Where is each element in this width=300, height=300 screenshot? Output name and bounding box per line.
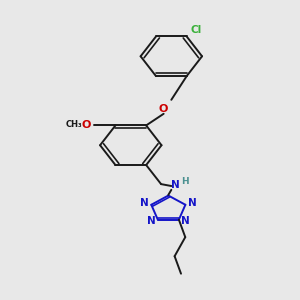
- Text: N: N: [140, 198, 149, 208]
- Text: Cl: Cl: [190, 25, 201, 35]
- Text: O: O: [82, 120, 91, 130]
- Text: CH₃: CH₃: [66, 120, 82, 129]
- Text: N: N: [171, 180, 180, 190]
- Text: N: N: [181, 216, 190, 226]
- Text: O: O: [159, 104, 168, 114]
- Text: N: N: [147, 216, 155, 226]
- Text: N: N: [188, 198, 197, 208]
- Text: H: H: [182, 177, 189, 186]
